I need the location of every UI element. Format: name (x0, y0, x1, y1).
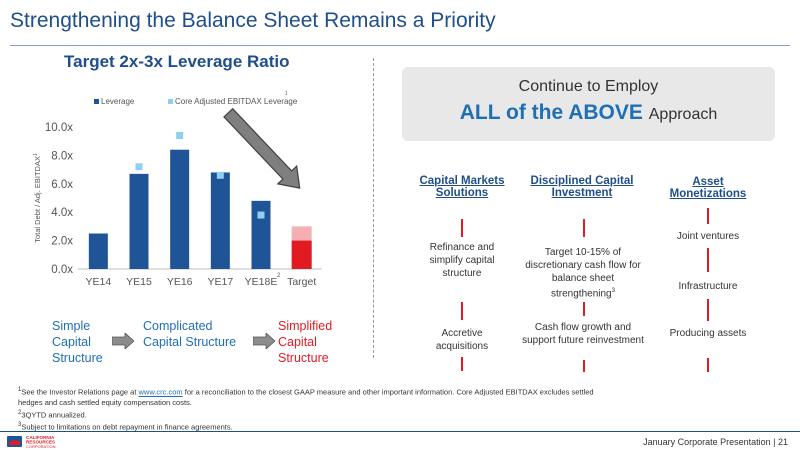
column-item: Accretive acquisitions (435, 328, 489, 352)
x-tick-label-sup: 2 (277, 273, 281, 279)
column-item: Cash flow growth and support future rein… (522, 322, 644, 346)
footnote-2: 23QYTD annualized. (18, 409, 87, 420)
y-axis-label: Total Debt / Adj. EBITDAX1 (33, 153, 42, 243)
y-tick-label: 8.0x (51, 150, 73, 162)
bar-leverage-ye15 (129, 173, 149, 269)
complicated-capital-structure-label: Complicated Capital Structure (143, 319, 237, 349)
column-item: Joint ventures (676, 231, 740, 242)
bar-leverage-ye18e (251, 200, 271, 269)
column-item: Producing assets (669, 328, 747, 339)
footnote-1: 1See the Investor Relations page at www.… (18, 387, 594, 407)
red-connector (583, 302, 585, 316)
footnotes: 1See the Investor Relations page at www.… (18, 385, 618, 433)
y-axis-label-sup: 1 (33, 153, 39, 156)
investor-relations-link[interactable]: www.crc.com (138, 387, 183, 397)
marker-core-adjusted-ye16 (176, 132, 184, 140)
x-tick-label: YE14 (85, 276, 111, 288)
x-tick-label: YE16 (167, 276, 193, 288)
bar-leverage-ye14 (88, 233, 108, 269)
approach-emphasis: ALL of the ABOVE (459, 101, 643, 124)
red-connector (461, 357, 463, 371)
approach-line-2: ALL of the ABOVE Approach (402, 101, 775, 125)
red-connector (583, 219, 585, 237)
marker-core-adjusted-ye15 (135, 163, 143, 171)
y-tick-label: 0.0x (51, 264, 73, 276)
column-head-disciplined-investment: Disciplined Capital Investment (530, 175, 634, 199)
y-tick-label: 2.0x (51, 236, 73, 248)
legend-sup: 1 (285, 91, 288, 97)
logo-text-2: RESOURCES (26, 440, 55, 445)
crc-logo: CALIFORNIA RESOURCES CORPORATION (7, 435, 56, 449)
footer-divider (0, 431, 800, 432)
simple-capital-structure-label: Simple Capital Structure (52, 319, 103, 365)
marker-core-adjusted-ye18e (257, 211, 265, 219)
red-connector (583, 360, 585, 372)
column-head-asset-monetizations: Asset Monetizations (669, 176, 747, 200)
red-connector (707, 299, 709, 321)
legend-label-core-adjusted: Core Adjusted EBITDAX Leverage (175, 97, 298, 106)
column-item: Infrastructure (678, 281, 738, 292)
right-arrow-icon (253, 333, 275, 349)
column-head-capital-markets: Capital Markets Solutions (419, 175, 505, 199)
logo-text-1: CALIFORNIA (26, 435, 55, 440)
approach-banner (402, 67, 775, 141)
x-tick-label: Target (287, 276, 316, 288)
legend-label-leverage: Leverage (101, 97, 135, 106)
y-tick-label: 10.0x (45, 122, 73, 134)
x-tick-label: YE18E (245, 276, 278, 288)
leverage-chart: Total Debt / Adj. EBITDAX1 0.0x 2.0x 4.0x 6.… (33, 91, 322, 288)
legend-swatch-leverage (94, 99, 99, 104)
page-title: Strengthening the Balance Sheet Remains … (10, 9, 496, 32)
trend-arrow-icon (223, 107, 301, 189)
legend-swatch-core-adjusted (168, 99, 173, 104)
simplified-capital-structure-label: Simplified Capital Structure (278, 319, 333, 365)
section-divider (373, 58, 374, 358)
chart-title: Target 2x-3x Leverage Ratio (64, 52, 290, 71)
bar-leverage-ye17 (210, 172, 230, 269)
footer-text: January Corporate Presentation | 21 (643, 437, 788, 447)
approach-suffix: Approach (648, 106, 718, 123)
x-tick-label: YE15 (126, 276, 152, 288)
red-connector (461, 302, 463, 320)
red-connector (707, 248, 709, 272)
right-arrow-icon (112, 333, 134, 349)
bar-leverage-ye16 (170, 149, 190, 269)
red-connector (461, 219, 463, 237)
approach-line-1: Continue to Employ (518, 78, 659, 95)
y-tick-label: 4.0x (51, 207, 73, 219)
column-item: Refinance and simplify capital structure (429, 242, 495, 279)
y-tick-label: 6.0x (51, 179, 73, 191)
footnote-3: 3Subject to limitations on debt repaymen… (18, 422, 233, 432)
title-divider (10, 45, 790, 46)
column-item: Target 10-15% of discretionary cash flow… (525, 247, 641, 300)
red-connector (707, 208, 709, 224)
x-tick-label: YE17 (207, 276, 233, 288)
marker-core-adjusted-ye17 (216, 171, 224, 179)
red-connector (707, 358, 709, 372)
logo-text-3: CORPORATION (26, 444, 56, 449)
bar-target (291, 240, 312, 269)
